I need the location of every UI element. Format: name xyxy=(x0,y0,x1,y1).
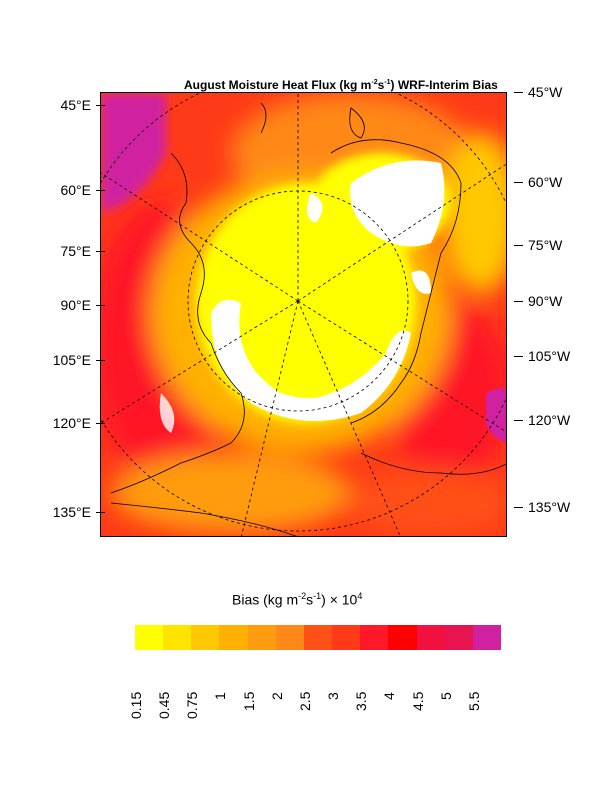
lon-label-right: 45°W xyxy=(513,84,563,100)
colorbar-swatch xyxy=(388,625,417,650)
lon-label-left: 105°E xyxy=(52,352,106,368)
polar-map xyxy=(100,92,507,537)
colorbar-title: Bias (kg m-2s-1) × 104 xyxy=(232,591,363,608)
colorbar-swatch xyxy=(472,625,502,650)
colorbar-tick-label: 0.75 xyxy=(184,691,201,719)
lon-label-left: 60°E xyxy=(60,182,105,198)
colorbar-swatch xyxy=(191,625,220,650)
lon-label-left: 120°E xyxy=(52,415,106,431)
colorbar-tick-label: 1.5 xyxy=(240,691,257,711)
lon-label-left: 135°E xyxy=(52,504,106,520)
colorbar-tick-label: 2 xyxy=(268,692,285,700)
colorbar-swatch xyxy=(444,625,473,650)
colorbar-swatch xyxy=(416,625,445,650)
colorbar-tick-label: 3 xyxy=(325,692,342,700)
lon-label-right: 105°W xyxy=(513,348,571,364)
colorbar-tick-label: 0.15 xyxy=(128,691,144,719)
colorbar-swatch xyxy=(135,625,164,650)
colorbar-tick-label: 1 xyxy=(212,692,229,700)
lon-label-right: 120°W xyxy=(513,412,571,428)
lon-label-right: 75°W xyxy=(513,237,563,253)
colorbar-swatch xyxy=(247,625,276,650)
colorbar-tick-label: 5.5 xyxy=(465,691,482,711)
colorbar-tick-label: 4 xyxy=(381,692,398,700)
lon-label-left: 90°E xyxy=(60,297,105,313)
map-title: August Moisture Heat Flux (kg m-2s-1) WR… xyxy=(184,78,498,92)
colorbar-tick-label: 3.5 xyxy=(353,691,370,711)
colorbar-swatch xyxy=(163,625,192,650)
lon-label-right: 135°W xyxy=(513,499,571,515)
colorbar-swatch xyxy=(360,625,389,650)
colorbar-tick-label: 5 xyxy=(437,692,454,700)
colorbar-swatch xyxy=(275,625,304,650)
lon-label-right: 60°W xyxy=(513,174,563,190)
colorbar-swatch xyxy=(303,625,333,650)
colorbar-tick-label: 0.45 xyxy=(156,691,173,719)
colorbar-tick-label: 4.5 xyxy=(409,691,426,711)
colorbar-tick-label: 2.5 xyxy=(296,691,313,711)
lon-label-left: 75°E xyxy=(60,243,105,259)
colorbar-swatch xyxy=(332,625,361,650)
colorbar xyxy=(135,625,502,650)
lon-label-left: 45°E xyxy=(60,97,105,113)
colorbar-swatch xyxy=(219,625,248,650)
lon-label-right: 90°W xyxy=(513,293,563,309)
